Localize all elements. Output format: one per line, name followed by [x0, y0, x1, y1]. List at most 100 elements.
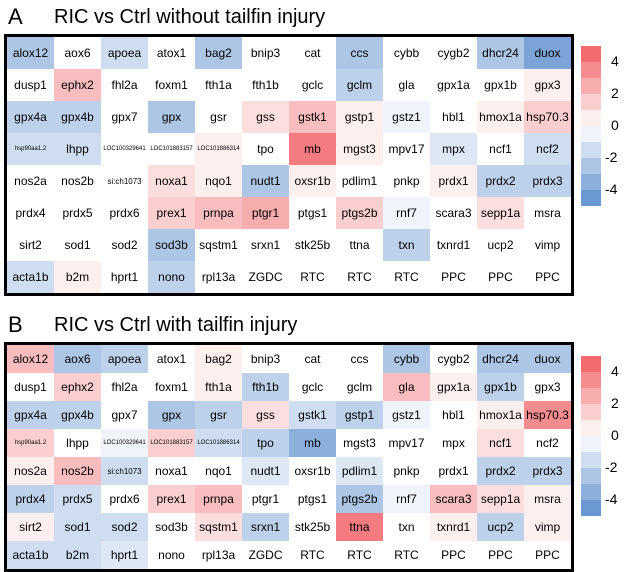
heatmap-cell-mpx: mpx: [430, 133, 477, 165]
heatmap-cell-gpx4b: gpx4b: [54, 401, 101, 429]
heatmap-cell-ptgr1: ptgr1: [242, 197, 289, 229]
heatmap-cell-gpx7: gpx7: [101, 101, 148, 133]
heatmap-cell-sod2: sod2: [101, 513, 148, 541]
heatmap-cell-ptgs1: ptgs1: [289, 197, 336, 229]
heatmap-cell-rtc: RTC: [336, 541, 383, 569]
heatmap-cell-gpx1a: gpx1a: [430, 69, 477, 101]
heatmap-cell-prex1: prex1: [148, 485, 195, 513]
heatmap-cell-dusp1: dusp1: [7, 373, 54, 401]
heatmap-cell-sirt2: sirt2: [7, 229, 54, 261]
heatmap-cell-gclm: gclm: [336, 373, 383, 401]
heatmap-cell-fth1b: fth1b: [242, 69, 289, 101]
heatmap-cell-ttna: ttna: [336, 513, 383, 541]
colorbar-segment: [581, 126, 601, 142]
heatmap-cell-mb: mb: [289, 133, 336, 165]
heatmap-cell-nqo1: nqo1: [195, 457, 242, 485]
heatmap-cell-pdlim1: pdlim1: [336, 457, 383, 485]
colorbar-tick-label: 4: [611, 363, 619, 379]
heatmap-cell-srxn1: srxn1: [242, 229, 289, 261]
heatmap-cell-rtc: RTC: [289, 541, 336, 569]
heatmap-cell-gpx1b: gpx1b: [477, 373, 524, 401]
heatmap-cell-loc100329641: LOC100329641: [101, 429, 148, 457]
heatmap-cell-duox: duox: [524, 37, 571, 69]
heatmap-cell-nudt1: nudt1: [242, 165, 289, 197]
heatmap-cell-rnf7: rnf7: [383, 197, 430, 229]
heatmap-cell-gss: gss: [242, 401, 289, 429]
heatmap-cell-gpx: gpx: [148, 101, 195, 133]
heatmap-cell-aox6: aox6: [54, 345, 101, 373]
heatmap-cell-hmox1a: hmox1a: [477, 401, 524, 429]
colorbar-segment: [581, 174, 601, 190]
heatmap-cell-sqstm1: sqstm1: [195, 229, 242, 261]
heatmap-cell-b2m: b2m: [54, 261, 101, 293]
heatmap-cell-ppc: PPC: [430, 261, 477, 293]
heatmap-cell-alox12: alox12: [7, 345, 54, 373]
heatmap-cell-sqstm1: sqstm1: [195, 513, 242, 541]
heatmap-cell-fth1b: fth1b: [242, 373, 289, 401]
heatmap-cell-rtc: RTC: [383, 541, 430, 569]
heatmap-cell-dhcr24: dhcr24: [477, 37, 524, 69]
colorbar-b: 4 2 0 -2 -4: [581, 356, 625, 516]
colorbar-segment: [581, 46, 601, 62]
heatmap-cell-ttna: ttna: [336, 229, 383, 261]
heatmap-cell-ptgs1: ptgs1: [289, 485, 336, 513]
heatmap-cell-ppc: PPC: [524, 261, 571, 293]
heatmap-cell-cat: cat: [289, 345, 336, 373]
colorbar-segment: [581, 78, 601, 94]
heatmap-cell-prnpa: prnpa: [195, 485, 242, 513]
heatmap-cell-ucp2: ucp2: [477, 513, 524, 541]
heatmap-cell-ncf1: ncf1: [477, 429, 524, 457]
heatmap-cell-apoea: apoea: [101, 345, 148, 373]
heatmap-cell-prdx4: prdx4: [7, 485, 54, 513]
heatmap-cell-oxsr1b: oxsr1b: [289, 457, 336, 485]
heatmap-cell-prdx3: prdx3: [524, 165, 571, 197]
heatmap-cell-txnrd1: txnrd1: [430, 229, 477, 261]
heatmap-cell-hmox1a: hmox1a: [477, 101, 524, 133]
heatmap-cell-hbl1: hbl1: [430, 101, 477, 133]
heatmap-cell-loc101886314: LOC101886314: [195, 133, 242, 165]
heatmap-cell-prdx4: prdx4: [7, 197, 54, 229]
colorbar-tick-label: 2: [611, 85, 619, 101]
heatmap-cell-gsr: gsr: [195, 101, 242, 133]
heatmap-cell-prdx1: prdx1: [430, 165, 477, 197]
heatmap-cell-tpo: tpo: [242, 133, 289, 165]
heatmap-cell-cygb2: cygb2: [430, 37, 477, 69]
heatmap-cell-ncf1: ncf1: [477, 133, 524, 165]
heatmap-cell-loc101883157: LOC101883157: [148, 133, 195, 165]
heatmap-cell-cybb: cybb: [383, 345, 430, 373]
heatmap-cell-srxn1: srxn1: [242, 513, 289, 541]
heatmap-cell-oxsr1b: oxsr1b: [289, 165, 336, 197]
heatmap-cell-ncf2: ncf2: [524, 429, 571, 457]
heatmap-cell-mb: mb: [289, 429, 336, 457]
heatmap-cell-acta1b: acta1b: [7, 261, 54, 293]
heatmap-cell-scara3: scara3: [430, 485, 477, 513]
heatmap-cell-gstk1: gstk1: [289, 401, 336, 429]
heatmap-cell-ucp2: ucp2: [477, 229, 524, 261]
heatmap-cell-gla: gla: [383, 373, 430, 401]
heatmap-cell-prnpa: prnpa: [195, 197, 242, 229]
heatmap-cell-pdlim1: pdlim1: [336, 165, 383, 197]
colorbar-segment: [581, 404, 601, 420]
colorbar-segment: [581, 110, 601, 126]
colorbar-segment: [581, 372, 601, 388]
heatmap-cell-gstz1: gstz1: [383, 101, 430, 133]
heatmap-cell-scara3: scara3: [430, 197, 477, 229]
heatmap-cell-zgdc: ZGDC: [242, 261, 289, 293]
heatmap-cell-atox1: atox1: [148, 345, 195, 373]
colorbar-tick-label: -4: [605, 181, 618, 197]
heatmap-cell-txnrd1: txnrd1: [430, 513, 477, 541]
heatmap-cell-sod3b: sod3b: [148, 513, 195, 541]
colorbar-segment: [581, 484, 601, 500]
heatmap-cell-prdx3: prdx3: [524, 457, 571, 485]
heatmap-cell-vimp: vimp: [524, 513, 571, 541]
heatmap-cell-acta1b: acta1b: [7, 541, 54, 569]
heatmap-cell-loc101883157: LOC101883157: [148, 429, 195, 457]
heatmap-cell-nos2b: nos2b: [54, 457, 101, 485]
colorbar-tick-label: -4: [605, 491, 618, 507]
heatmap-cell-mpx: mpx: [430, 429, 477, 457]
heatmap-cell-gpx: gpx: [148, 401, 195, 429]
heatmap-cell-nos2b: nos2b: [54, 165, 101, 197]
heatmap-cell-bnip3: bnip3: [242, 345, 289, 373]
heatmap-cell-prex1: prex1: [148, 197, 195, 229]
heatmap-cell-ppc: PPC: [477, 541, 524, 569]
